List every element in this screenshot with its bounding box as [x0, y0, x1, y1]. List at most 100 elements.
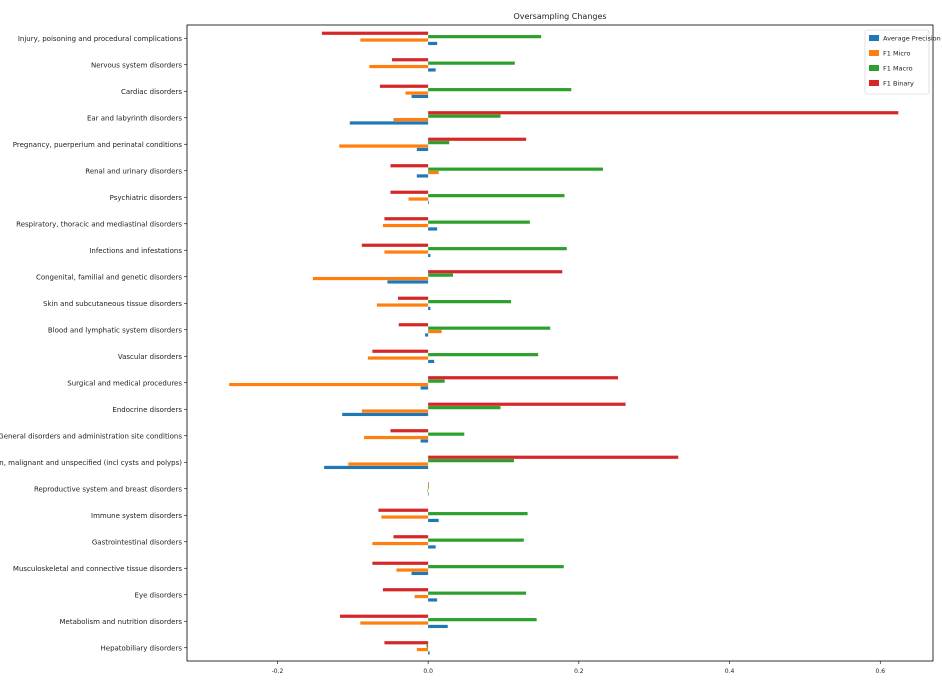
category-label-15: General disorders and administration sit…: [0, 432, 182, 440]
bar-average-precision-6: [428, 200, 429, 205]
bar-f1-binary-18: [378, 508, 429, 512]
legend: Average Precision F1 Micro F1 Macro F1 Bina…: [864, 29, 941, 95]
category-label-23: Hepatobiliary disorders: [101, 644, 183, 652]
bar-average-precision-21: [428, 598, 438, 602]
legend-label-0: Average Precision: [883, 35, 941, 43]
bar-f1-macro-6: [428, 194, 565, 198]
plot-frame: [186, 24, 934, 662]
bar-f1-binary-5: [390, 164, 429, 168]
bar-f1-micro-16: [348, 462, 429, 466]
category-label-14: Endocrine disorders: [112, 406, 182, 414]
bar-f1-binary-21: [382, 588, 429, 592]
category-label-10: Skin and subcutaneous tissue disorders: [43, 300, 182, 308]
bar-f1-binary-12: [372, 349, 429, 353]
bar-f1-micro-4: [339, 144, 429, 148]
chart-title: Oversampling Changes: [513, 12, 606, 21]
bar-f1-binary-2: [379, 84, 429, 88]
bar-average-precision-8: [428, 253, 431, 258]
bar-f1-macro-10: [428, 300, 512, 304]
x-tick-label-0: -0.2: [272, 668, 284, 675]
bar-f1-micro-10: [376, 303, 429, 307]
bar-f1-binary-8: [361, 243, 429, 247]
bar-f1-binary-6: [390, 190, 429, 194]
bar-f1-micro-11: [428, 329, 442, 334]
category-label-18: Immune system disorders: [91, 512, 182, 520]
bar-f1-micro-15: [364, 435, 429, 440]
category-label-7: Respiratory, thoracic and mediastinal di…: [16, 220, 182, 228]
x-tick-label-2: 0.2: [574, 668, 584, 675]
bar-average-precision-13: [420, 386, 429, 390]
category-label-11: Blood and lymphatic system disorders: [48, 326, 182, 334]
bar-f1-macro-12: [428, 353, 539, 357]
legend-label-3: F1 Binary: [883, 80, 914, 88]
bar-f1-binary-19: [393, 535, 429, 539]
bars-group: [229, 31, 899, 655]
bar-f1-micro-17: [427, 488, 429, 493]
bar-f1-binary-20: [372, 561, 429, 565]
bar-f1-macro-17: [428, 485, 429, 489]
bar-f1-binary-22: [339, 614, 429, 618]
x-tick-label-4: 0.6: [875, 668, 885, 675]
bar-average-precision-4: [416, 147, 429, 152]
bar-f1-macro-4: [428, 141, 450, 145]
bar-f1-binary-14: [428, 402, 626, 406]
legend-frame: [864, 29, 930, 95]
category-label-12: Vascular disorders: [118, 353, 183, 361]
bar-f1-micro-23: [416, 647, 429, 652]
bar-average-precision-14: [342, 412, 429, 417]
legend-swatch-1: [869, 50, 879, 56]
bar-f1-macro-14: [428, 406, 501, 410]
category-label-13: Surgical and medical procedures: [67, 379, 182, 387]
bar-f1-macro-2: [428, 88, 572, 92]
bar-average-precision-22: [428, 624, 448, 629]
bar-average-precision-0: [428, 41, 438, 46]
bar-f1-binary-9: [428, 270, 563, 274]
bar-f1-binary-17: [428, 482, 429, 486]
bar-f1-micro-3: [393, 117, 429, 122]
category-label-3: Ear and labyrinth disorders: [87, 114, 182, 122]
bar-f1-micro-9: [312, 276, 429, 281]
x-tick-label-1: 0.0: [423, 668, 433, 675]
bar-f1-macro-3: [428, 114, 501, 118]
bar-f1-macro-8: [428, 247, 567, 251]
bar-average-precision-20: [411, 571, 429, 576]
legend-swatch-3: [869, 80, 879, 86]
bar-f1-macro-23: [426, 644, 429, 648]
bar-average-precision-16: [324, 465, 429, 470]
category-label-19: Gastrointestinal disorders: [92, 538, 182, 546]
category-label-9: Congenital, familial and genetic disorde…: [36, 273, 182, 281]
category-labels: Injury, poisoning and procedural complic…: [0, 35, 187, 652]
bar-f1-macro-19: [428, 538, 524, 542]
legend-swatch-2: [869, 65, 879, 71]
category-label-2: Cardiac disorders: [121, 88, 182, 96]
bar-f1-binary-13: [428, 376, 619, 380]
legend-swatch-0: [869, 35, 879, 41]
bar-average-precision-17: [428, 492, 429, 496]
x-tick-label-3: 0.4: [725, 668, 735, 675]
bar-f1-binary-0: [321, 31, 429, 35]
category-label-16: Neoplasms benign, malignant and unspecif…: [0, 459, 182, 467]
category-label-0: Injury, poisoning and procedural complic…: [18, 35, 182, 43]
bar-f1-macro-21: [428, 591, 527, 595]
category-label-21: Eye disorders: [135, 591, 183, 599]
bar-f1-binary-11: [398, 323, 429, 327]
bar-f1-macro-15: [428, 432, 465, 436]
bar-f1-macro-0: [428, 35, 542, 39]
bar-f1-micro-0: [360, 38, 429, 42]
bar-average-precision-12: [428, 359, 435, 364]
bar-average-precision-3: [349, 121, 429, 125]
bar-average-precision-9: [387, 280, 429, 284]
bar-average-precision-1: [428, 68, 436, 72]
bar-f1-binary-1: [391, 58, 429, 62]
bar-f1-macro-5: [428, 167, 603, 171]
bar-f1-micro-21: [414, 594, 429, 599]
bar-f1-micro-8: [384, 250, 429, 254]
category-label-4: Pregnancy, puerperium and perinatal cond…: [13, 141, 183, 149]
category-label-20: Musculoskeletal and connective tissue di…: [13, 565, 182, 573]
bar-f1-macro-13: [428, 379, 445, 383]
bar-f1-binary-10: [397, 296, 429, 300]
bar-average-precision-10: [428, 306, 431, 311]
bar-f1-macro-7: [428, 220, 530, 224]
